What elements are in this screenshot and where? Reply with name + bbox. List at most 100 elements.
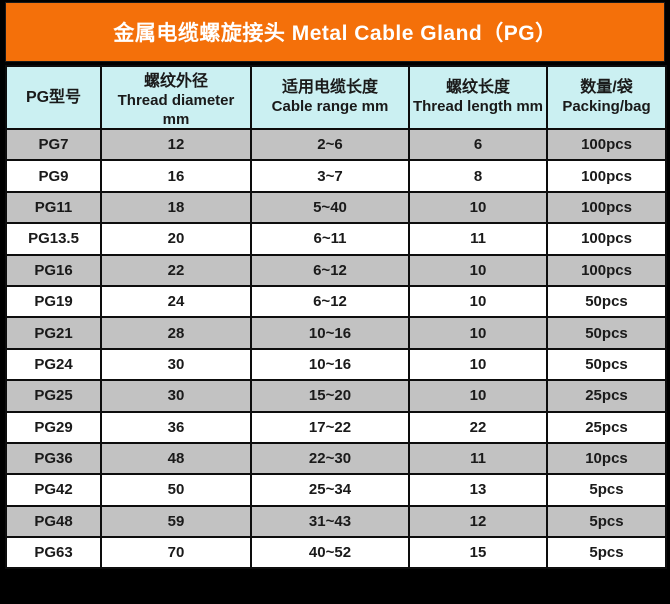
cell-thread-diameter: 24 — [100, 284, 252, 319]
cell-thread-length: 10 — [408, 190, 548, 225]
table-row: PG21 28 10~16 10 50pcs — [5, 316, 667, 350]
cell-thread-diameter: 36 — [100, 410, 252, 444]
header-thread-diameter-cn: 螺纹外径 — [143, 73, 208, 91]
cell-pg-model: PG42 — [5, 473, 102, 507]
table-row: PG16 22 6~12 10 100pcs — [5, 253, 667, 287]
header-packing-en: Packing/bag — [562, 98, 651, 116]
cell-thread-diameter: 20 — [100, 222, 252, 256]
cell-packing: 5pcs — [546, 473, 667, 507]
header-packing-cn: 数量/袋 — [580, 79, 633, 97]
table-row: PG9 16 3~7 8 100pcs — [5, 159, 667, 193]
cell-thread-length: 11 — [408, 441, 548, 476]
cell-packing: 100pcs — [546, 190, 667, 225]
cell-thread-diameter: 30 — [100, 347, 252, 382]
cell-cable-range: 25~34 — [250, 473, 410, 507]
cell-packing: 25pcs — [546, 379, 667, 413]
cell-cable-range: 5~40 — [250, 190, 410, 225]
cell-packing: 50pcs — [546, 316, 667, 350]
cell-pg-model: PG11 — [5, 190, 102, 225]
cell-packing: 100pcs — [546, 127, 667, 162]
header-thread-length: 螺纹长度 Thread length mm — [408, 65, 548, 130]
cell-pg-model: PG24 — [5, 347, 102, 382]
header-thread-length-en: Thread length mm — [412, 98, 543, 116]
cell-cable-range: 17~22 — [250, 410, 410, 444]
cell-packing: 100pcs — [546, 159, 667, 193]
cell-pg-model: PG13.5 — [5, 222, 102, 256]
cell-thread-diameter: 12 — [100, 127, 252, 162]
cell-packing: 5pcs — [546, 536, 667, 570]
cell-packing: 50pcs — [546, 347, 667, 382]
cell-thread-length: 10 — [408, 379, 548, 413]
table-header: PG型号 螺纹外径 Thread diameter mm 适用电缆长度 Cabl… — [5, 65, 667, 130]
cell-pg-model: PG36 — [5, 441, 102, 476]
cell-thread-diameter: 16 — [100, 159, 252, 193]
table-row: PG24 30 10~16 10 50pcs — [5, 347, 667, 382]
cell-cable-range: 22~30 — [250, 441, 410, 476]
cell-thread-diameter: 22 — [100, 253, 252, 287]
cell-thread-diameter: 50 — [100, 473, 252, 507]
cell-cable-range: 6~12 — [250, 284, 410, 319]
header-cable-range-en: Cable range mm — [271, 98, 389, 116]
cell-thread-length: 6 — [408, 127, 548, 162]
table-row: PG29 36 17~22 22 25pcs — [5, 410, 667, 444]
table-row: PG11 18 5~40 10 100pcs — [5, 190, 667, 225]
cell-packing: 10pcs — [546, 441, 667, 476]
cell-thread-diameter: 30 — [100, 379, 252, 413]
table-row: PG63 70 40~52 15 5pcs — [5, 536, 667, 570]
cell-cable-range: 15~20 — [250, 379, 410, 413]
header-cable-range-cn: 适用电缆长度 — [281, 79, 378, 97]
cell-packing: 100pcs — [546, 253, 667, 287]
cell-thread-diameter: 48 — [100, 441, 252, 476]
cell-cable-range: 3~7 — [250, 159, 410, 193]
cell-thread-length: 12 — [408, 504, 548, 539]
table-row: PG48 59 31~43 12 5pcs — [5, 504, 667, 539]
cell-thread-length: 8 — [408, 159, 548, 193]
header-thread-diameter-unit: mm — [162, 111, 190, 128]
cell-cable-range: 10~16 — [250, 347, 410, 382]
cell-thread-diameter: 28 — [100, 316, 252, 350]
cell-thread-length: 10 — [408, 316, 548, 350]
cell-cable-range: 31~43 — [250, 504, 410, 539]
cell-cable-range: 40~52 — [250, 536, 410, 570]
header-thread-diameter: 螺纹外径 Thread diameter mm — [100, 65, 252, 130]
cell-thread-length: 10 — [408, 347, 548, 382]
cell-cable-range: 2~6 — [250, 127, 410, 162]
cell-pg-model: PG48 — [5, 504, 102, 539]
header-pg-model: PG型号 — [5, 65, 102, 130]
cell-thread-diameter: 18 — [100, 190, 252, 225]
cell-thread-diameter: 59 — [100, 504, 252, 539]
table-body: PG7 12 2~6 6 100pcs PG9 16 3~7 8 100pcs PG11 18 5~40… — [5, 127, 667, 570]
cell-thread-length: 13 — [408, 473, 548, 507]
cell-pg-model: PG29 — [5, 410, 102, 444]
cell-pg-model: PG9 — [5, 159, 102, 193]
title-bar: 金属电缆螺旋接头 Metal Cable Gland（PG） — [5, 2, 665, 62]
page-title: 金属电缆螺旋接头 Metal Cable Gland（PG） — [113, 22, 557, 45]
header-pg-model-cn: PG型号 — [25, 88, 82, 106]
cell-packing: 100pcs — [546, 222, 667, 256]
cell-thread-length: 22 — [408, 410, 548, 444]
header-thread-diameter-en: Thread diameter — [117, 92, 235, 110]
cell-cable-range: 6~11 — [250, 222, 410, 256]
table-row: PG42 50 25~34 13 5pcs — [5, 473, 667, 507]
cell-packing: 5pcs — [546, 504, 667, 539]
cell-pg-model: PG16 — [5, 253, 102, 287]
cell-cable-range: 10~16 — [250, 316, 410, 350]
cell-packing: 50pcs — [546, 284, 667, 319]
cell-pg-model: PG21 — [5, 316, 102, 350]
cell-cable-range: 6~12 — [250, 253, 410, 287]
spec-table: PG型号 螺纹外径 Thread diameter mm 适用电缆长度 Cabl… — [5, 65, 667, 570]
header-cable-range: 适用电缆长度 Cable range mm — [250, 65, 410, 130]
cell-pg-model: PG19 — [5, 284, 102, 319]
table-row: PG36 48 22~30 11 10pcs — [5, 441, 667, 476]
cell-packing: 25pcs — [546, 410, 667, 444]
table-row: PG25 30 15~20 10 25pcs — [5, 379, 667, 413]
cell-thread-length: 11 — [408, 222, 548, 256]
cell-pg-model: PG25 — [5, 379, 102, 413]
table-row: PG19 24 6~12 10 50pcs — [5, 284, 667, 319]
table-row: PG13.5 20 6~11 11 100pcs — [5, 222, 667, 256]
cell-pg-model: PG63 — [5, 536, 102, 570]
header-row: PG型号 螺纹外径 Thread diameter mm 适用电缆长度 Cabl… — [5, 65, 667, 130]
table-row: PG7 12 2~6 6 100pcs — [5, 127, 667, 162]
cell-thread-length: 15 — [408, 536, 548, 570]
